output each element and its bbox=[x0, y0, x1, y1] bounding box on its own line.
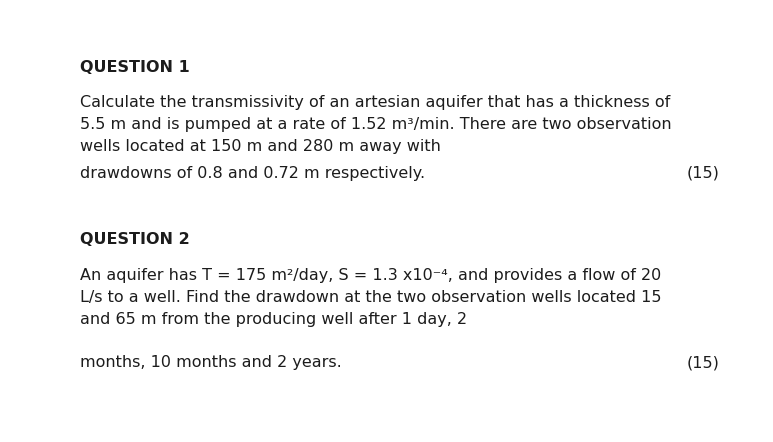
Text: An aquifer has T = 175 m²/day, S = 1.3 x10⁻⁴, and provides a flow of 20: An aquifer has T = 175 m²/day, S = 1.3 x… bbox=[80, 268, 661, 283]
Text: wells located at 150 m and 280 m away with: wells located at 150 m and 280 m away wi… bbox=[80, 139, 441, 154]
Text: months, 10 months and 2 years.: months, 10 months and 2 years. bbox=[80, 355, 342, 370]
Text: L/s to a well. Find the drawdown at the two observation wells located 15: L/s to a well. Find the drawdown at the … bbox=[80, 290, 662, 305]
Text: Calculate the transmissivity of an artesian aquifer that has a thickness of: Calculate the transmissivity of an artes… bbox=[80, 95, 670, 110]
Text: 5.5 m and is pumped at a rate of 1.52 m³/min. There are two observation: 5.5 m and is pumped at a rate of 1.52 m³… bbox=[80, 117, 672, 132]
Text: QUESTION 2: QUESTION 2 bbox=[80, 232, 189, 247]
Text: QUESTION 1: QUESTION 1 bbox=[80, 60, 189, 75]
Text: drawdowns of 0.8 and 0.72 m respectively.: drawdowns of 0.8 and 0.72 m respectively… bbox=[80, 166, 425, 181]
Text: and 65 m from the producing well after 1 day, 2: and 65 m from the producing well after 1… bbox=[80, 312, 467, 327]
Text: (15): (15) bbox=[687, 166, 720, 181]
Text: (15): (15) bbox=[687, 355, 720, 370]
